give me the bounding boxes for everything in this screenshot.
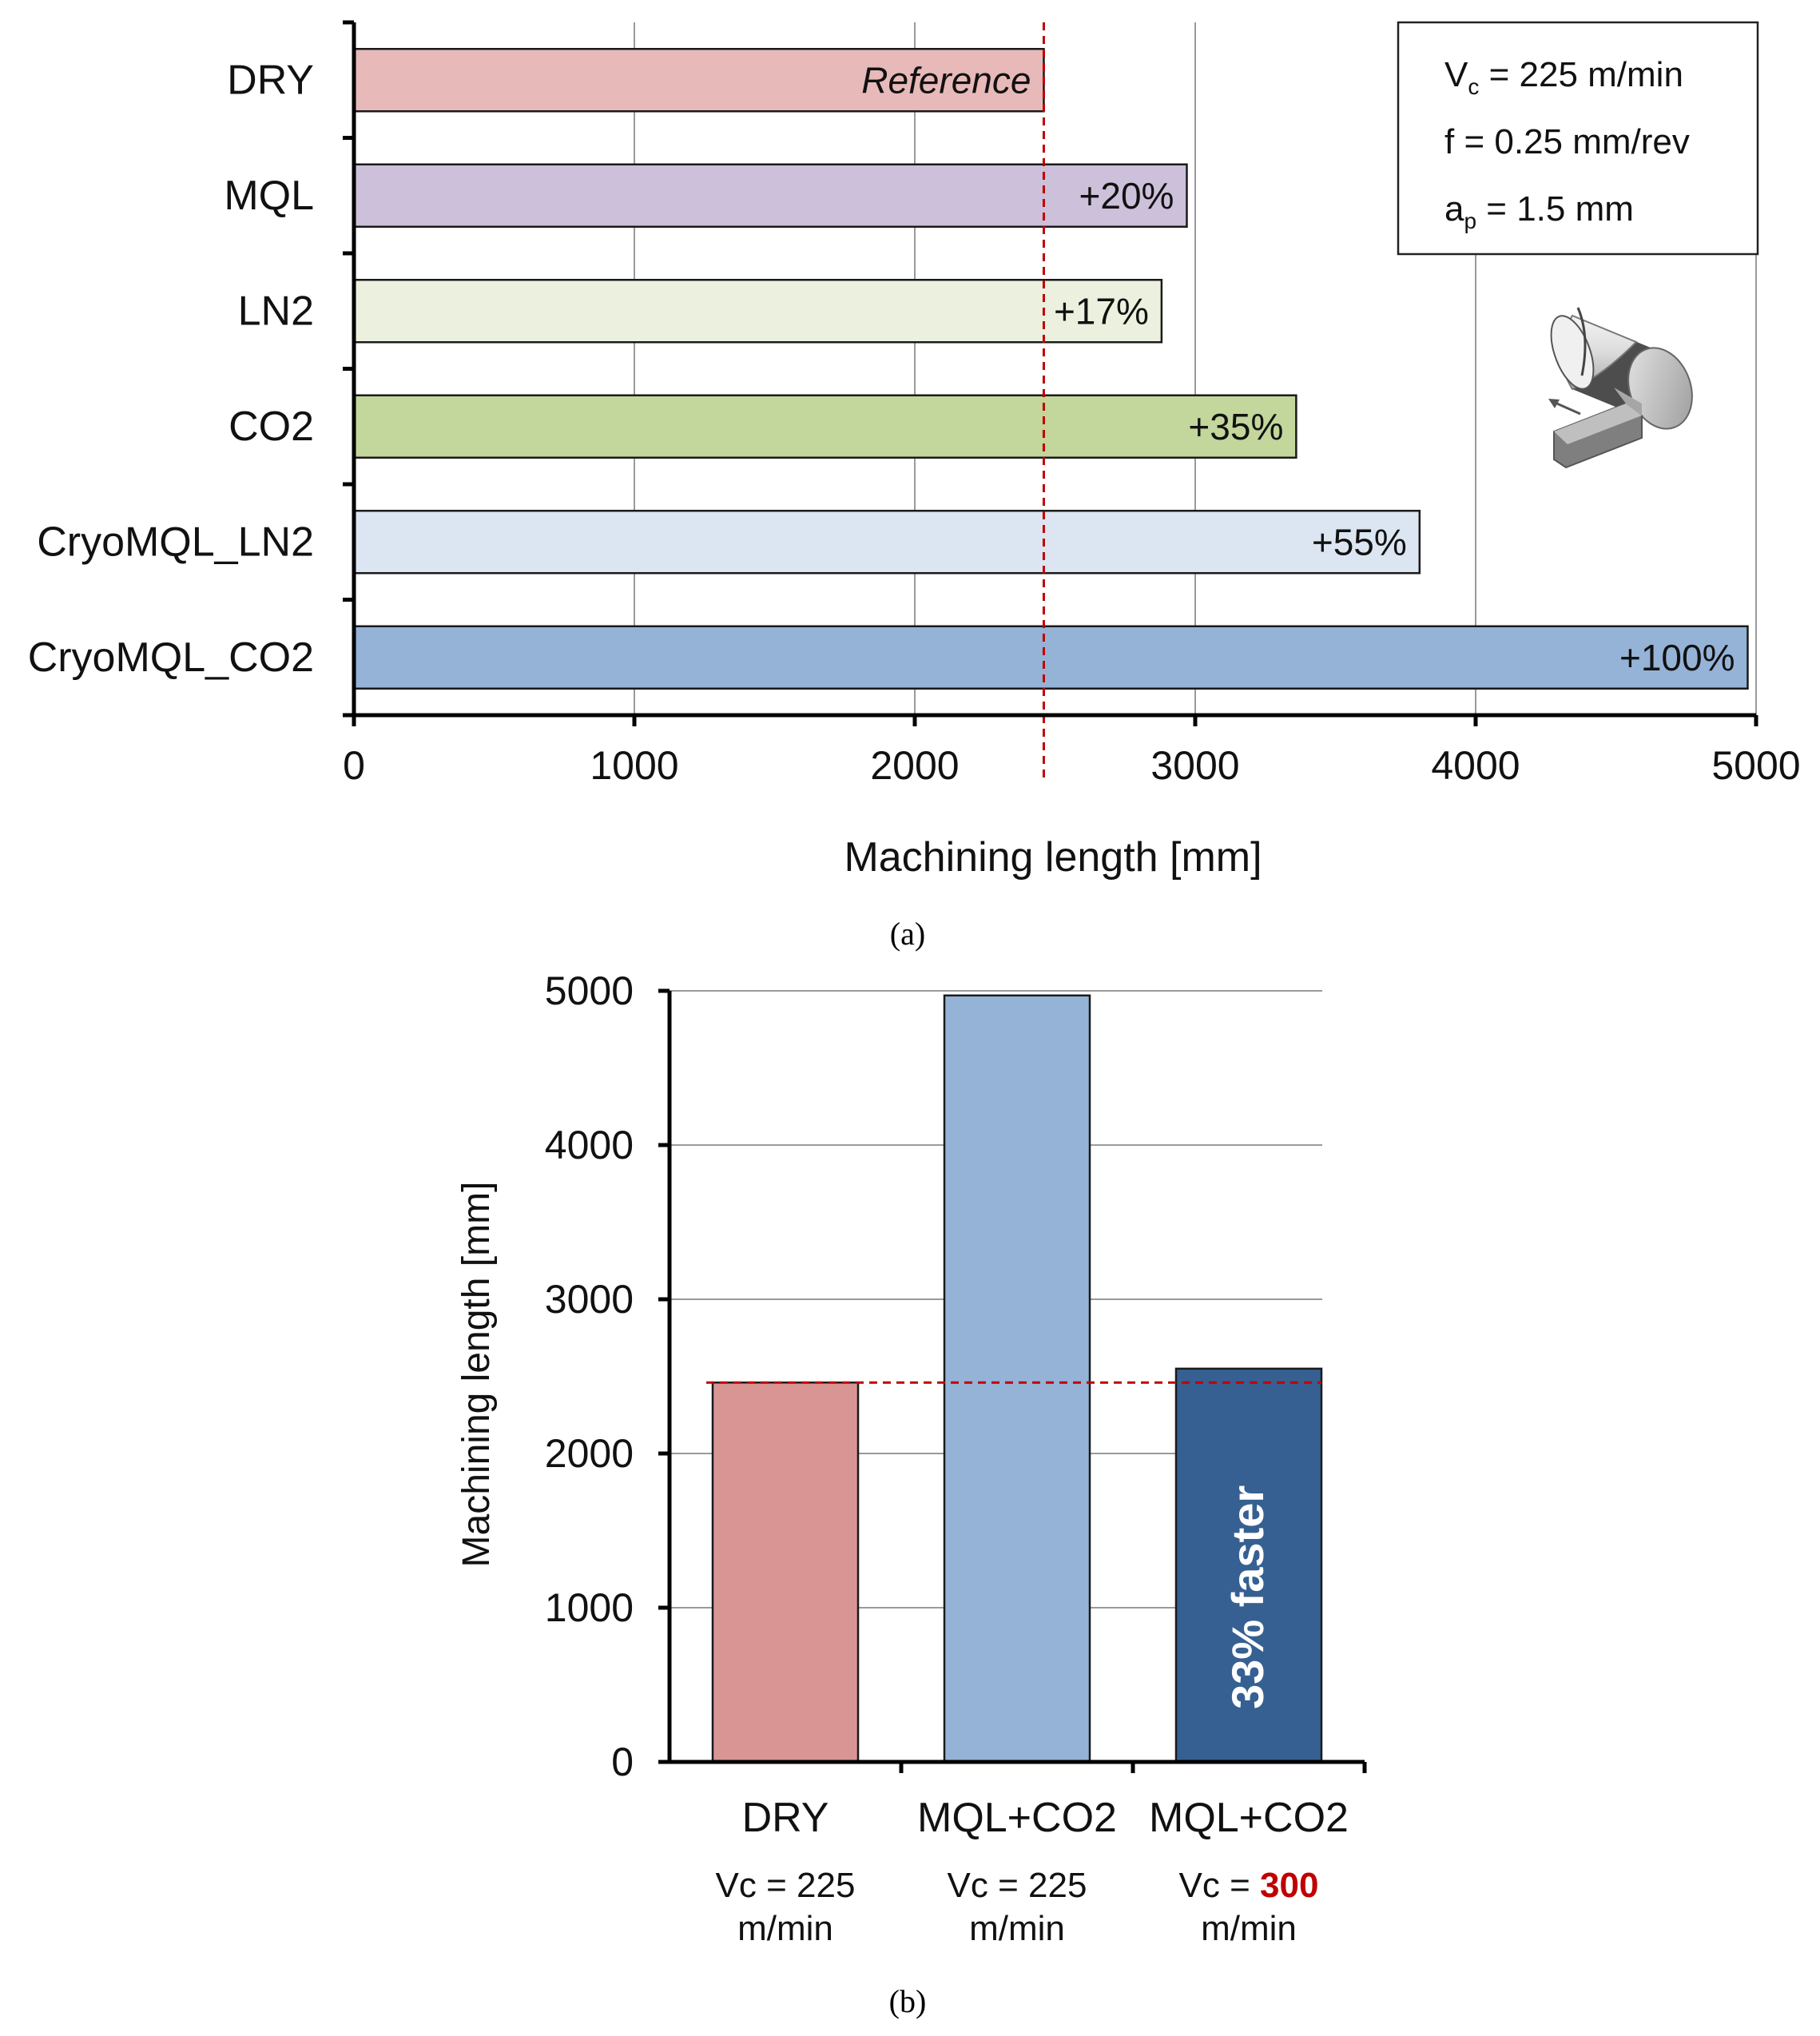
a-bar-dry: [352, 48, 1045, 113]
a-category-labels: DRY MQL LN2 CO2 CryoMQL_LN2 CryoMQL_CO2: [28, 57, 314, 681]
a-category-label: DRY: [227, 57, 314, 103]
chart-b: 33% faster 0 1000 2000 3000 4000 5000 DRY Vc =…: [455, 968, 1367, 2019]
b-category-unit: m/min: [737, 1909, 833, 1948]
a-bar-label: +20%: [1079, 175, 1174, 217]
b-y-tick-label: 0: [611, 1740, 634, 1784]
b-category-name: MQL+CO2: [917, 1795, 1117, 1841]
a-bar-label: +17%: [1054, 290, 1149, 332]
b-category-name: DRY: [742, 1795, 829, 1841]
b-category-speed: Vc = 225: [948, 1866, 1087, 1905]
b-bar-3: [1174, 1367, 1323, 1764]
caption-b: (b): [889, 1983, 927, 2019]
b-category-unit: m/min: [969, 1909, 1065, 1948]
a-bar-co2: [352, 394, 1297, 459]
parameters-box: Vc = 225 m/min f = 0.25 mm/rev ap = 1.5 …: [1397, 21, 1759, 256]
faster-annotation: 33% faster: [1222, 1485, 1273, 1709]
a-x-tick-label: 2000: [870, 743, 959, 788]
a-category-label: LN2: [238, 288, 314, 334]
param-ap: ap = 1.5 mm: [1444, 189, 1634, 233]
a-x-tick-label: 3000: [1150, 743, 1239, 788]
a-category-label: MQL: [224, 173, 314, 219]
a-bar-labels: Reference +20% +17% +35% +55% +100%: [861, 59, 1735, 678]
b-category-name: MQL+CO2: [1149, 1795, 1349, 1841]
a-x-tick-label: 4000: [1431, 743, 1520, 788]
b-bar-1: [711, 1381, 860, 1764]
a-x-tick-label: 0: [343, 743, 365, 788]
turning-schematic-icon: [1548, 307, 1693, 469]
b-bar-2: [943, 994, 1091, 1764]
a-x-tick-label: 5000: [1711, 743, 1800, 788]
caption-a: (a): [890, 916, 925, 952]
b-y-tick-label: 2000: [545, 1431, 634, 1476]
a-category-label: CO2: [228, 404, 314, 450]
b-y-tick-label: 3000: [545, 1277, 634, 1322]
a-bar-label: +55%: [1312, 521, 1407, 563]
b-axes: [658, 988, 1367, 1773]
b-speed-prefix: Vc =: [1179, 1866, 1261, 1905]
a-x-axis-label: Machining length [mm]: [844, 834, 1262, 881]
b-tick-labels: 0 1000 2000 3000 4000 5000: [545, 968, 634, 1784]
b-category-speed: Vc = 225: [716, 1866, 856, 1905]
a-axes: [343, 20, 1758, 726]
b-bars: [711, 994, 1323, 1764]
b-speed-highlight: 300: [1260, 1866, 1318, 1905]
a-bar-label: +35%: [1188, 406, 1283, 447]
a-bar-label: Reference: [861, 59, 1031, 101]
a-category-label: CryoMQL_CO2: [28, 634, 314, 681]
a-x-tick-label: 1000: [590, 743, 678, 788]
a-bar-cryomql_co2: [352, 625, 1749, 690]
a-bar-mql: [352, 163, 1188, 228]
b-y-axis-label: Machining length [mm]: [455, 1182, 498, 1568]
a-bar-cryomql_ln2: [352, 510, 1421, 575]
param-f: f = 0.25 mm/rev: [1444, 122, 1690, 161]
b-category-unit: m/min: [1201, 1909, 1297, 1948]
b-category-labels: DRY Vc = 225 m/min MQL+CO2 Vc = 225 m/min MQL+…: [716, 1795, 1349, 1948]
param-vc: Vc = 225 m/min: [1444, 55, 1683, 99]
b-y-tick-label: 1000: [545, 1585, 634, 1630]
a-bar-label: +100%: [1619, 637, 1735, 678]
b-y-tick-label: 4000: [545, 1123, 634, 1167]
chart-a: Reference +20% +17% +35% +55% +100% DRY MQL LN2…: [28, 20, 1801, 952]
b-y-tick-label: 5000: [545, 968, 634, 1013]
a-tick-labels: 0 1000 2000 3000 4000 5000: [343, 743, 1801, 788]
b-category-speed: Vc = 300: [1179, 1866, 1319, 1905]
a-category-label: CryoMQL_LN2: [37, 519, 314, 565]
a-bar-ln2: [352, 279, 1163, 344]
